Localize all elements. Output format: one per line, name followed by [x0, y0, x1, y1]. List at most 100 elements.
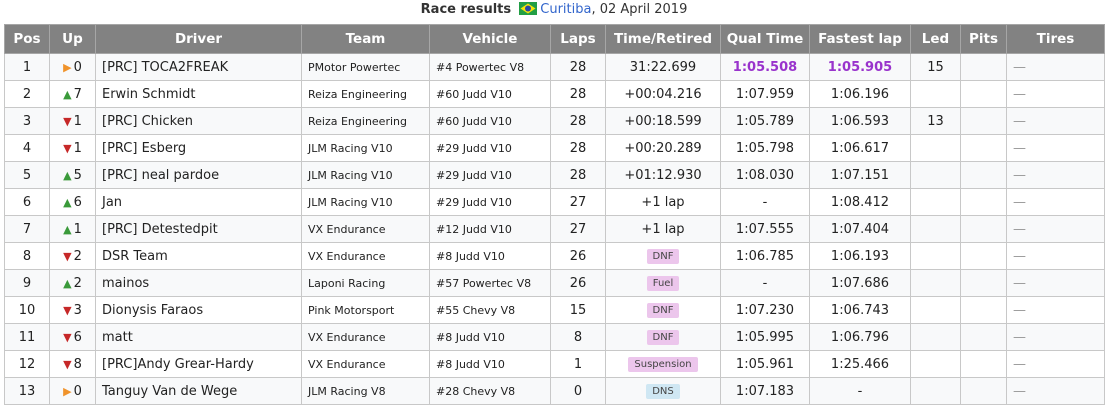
- table-row: 7 ▲ 1 [PRC] Detestedpit VX Endurance #12 Judd…: [4, 215, 1105, 243]
- team-cell: Pink Motorsport: [301, 296, 430, 324]
- tires: —: [1013, 194, 1026, 210]
- results-body: 1 ▶ 0 [PRC] TOCA2FREAK PMotor Powertec #4 Pow…: [4, 53, 1105, 405]
- table-row: 5 ▲ 5 [PRC] neal pardoe JLM Racing V10 #29 Ju…: [4, 161, 1105, 189]
- laps: 28: [569, 86, 587, 102]
- arrow-up-icon: ▲: [63, 87, 72, 101]
- driver-cell: [PRC]Andy Grear-Hardy: [95, 350, 302, 378]
- fastest-lap: 1:25.466: [830, 356, 890, 372]
- pits-cell: [960, 53, 1007, 81]
- driver-name: [PRC]Andy Grear-Hardy: [102, 356, 254, 372]
- qual-cell: 1:07.555: [720, 215, 810, 243]
- positions-gained: 6: [73, 329, 82, 345]
- laps-cell: 1: [550, 350, 606, 378]
- fastest-cell: 1:07.151: [809, 161, 911, 189]
- race-time: 31:22.699: [629, 59, 697, 75]
- tires-cell: —: [1006, 53, 1105, 81]
- driver-cell: Tanguy Van de Wege: [95, 377, 302, 405]
- qual-time: 1:05.995: [735, 329, 795, 345]
- tires: —: [1013, 167, 1026, 183]
- position: 7: [22, 221, 32, 237]
- laps: 27: [569, 221, 587, 237]
- fastest-cell: 1:06.196: [809, 80, 911, 108]
- tires-cell: —: [1006, 323, 1105, 351]
- led-cell: [910, 215, 961, 243]
- vehicle-cell: #8 Judd V10: [429, 242, 551, 270]
- status-badge: DNS: [646, 384, 680, 399]
- team-cell: PMotor Powertec: [301, 53, 430, 81]
- status-badge: DNF: [646, 330, 680, 345]
- fastest-lap: 1:06.743: [830, 302, 890, 318]
- table-row: 10 ▼ 3 Dionysis Faraos Pink Motorsport #55 Ch…: [4, 296, 1105, 324]
- qual-cell: -: [720, 269, 810, 297]
- race-date: , 02 April 2019: [591, 2, 688, 17]
- team-name: VX Endurance: [308, 357, 386, 371]
- vehicle-name: #29 Judd V10: [436, 195, 512, 209]
- fastest-cell: 1:08.412: [809, 188, 911, 216]
- qual-time: 1:06.785: [735, 248, 795, 264]
- vehicle-cell: #29 Judd V10: [429, 188, 551, 216]
- vehicle-name: #60 Judd V10: [436, 114, 512, 128]
- driver-cell: mainos: [95, 269, 302, 297]
- fastest-lap: 1:06.593: [830, 113, 890, 129]
- driver-name: DSR Team: [102, 248, 168, 264]
- arrow-up-icon: ▲: [63, 276, 72, 290]
- led-cell: 13: [910, 107, 961, 135]
- pos-cell: 10: [4, 296, 50, 324]
- header-row: Pos Up Driver Team Vehicle Laps Time/Retired Qu…: [4, 24, 1105, 54]
- tires-cell: —: [1006, 161, 1105, 189]
- driver-cell: Erwin Schmidt: [95, 80, 302, 108]
- position: 3: [22, 113, 32, 129]
- tires: —: [1013, 140, 1026, 156]
- fastest-cell: 1:25.466: [809, 350, 911, 378]
- time-cell: +1 lap: [605, 215, 721, 243]
- pos-cell: 7: [4, 215, 50, 243]
- up-cell: ▶ 0: [49, 53, 96, 81]
- pits-cell: [960, 161, 1007, 189]
- pits-cell: [960, 296, 1007, 324]
- positions-gained: 2: [73, 248, 82, 264]
- laps: 8: [573, 329, 583, 345]
- pits-cell: [960, 188, 1007, 216]
- race-time: +00:04.216: [624, 86, 702, 102]
- laps-cell: 28: [550, 161, 606, 189]
- team-cell: VX Endurance: [301, 242, 430, 270]
- time-cell: +01:12.930: [605, 161, 721, 189]
- position: 13: [18, 383, 36, 399]
- driver-cell: DSR Team: [95, 242, 302, 270]
- driver-name: [PRC] neal pardoe: [102, 167, 220, 183]
- race-time: +1 lap: [641, 221, 685, 237]
- qual-time: -: [762, 275, 768, 291]
- column-header-pos: Pos: [4, 24, 50, 54]
- fastest-lap: 1:06.796: [830, 329, 890, 345]
- team-cell: Reiza Engineering: [301, 107, 430, 135]
- vehicle-name: #12 Judd V10: [436, 222, 512, 236]
- vehicle-cell: #55 Chevy V8: [429, 296, 551, 324]
- pos-cell: 11: [4, 323, 50, 351]
- led-cell: [910, 188, 961, 216]
- driver-cell: [PRC] neal pardoe: [95, 161, 302, 189]
- driver-name: Jan: [102, 194, 123, 210]
- laps-cell: 27: [550, 188, 606, 216]
- arrow-down-icon: ▼: [63, 330, 72, 344]
- fastest-lap: 1:07.686: [830, 275, 890, 291]
- team-cell: Laponi Racing: [301, 269, 430, 297]
- up-cell: ▼ 2: [49, 242, 96, 270]
- up-cell: ▲ 6: [49, 188, 96, 216]
- led-cell: 15: [910, 53, 961, 81]
- vehicle-cell: #57 Powertec V8: [429, 269, 551, 297]
- qual-cell: 1:07.183: [720, 377, 810, 405]
- table-row: 4 ▼ 1 [PRC] Esberg JLM Racing V10 #29 Judd V1…: [4, 134, 1105, 162]
- up-cell: ▼ 6: [49, 323, 96, 351]
- track-link[interactable]: Curitiba: [540, 2, 592, 17]
- driver-cell: [PRC] TOCA2FREAK: [95, 53, 302, 81]
- vehicle-cell: #8 Judd V10: [429, 350, 551, 378]
- position: 10: [18, 302, 36, 318]
- qual-time: 1:07.959: [735, 86, 795, 102]
- time-cell: +00:20.289: [605, 134, 721, 162]
- led-cell: [910, 80, 961, 108]
- positions-gained: 1: [73, 113, 82, 129]
- qual-cell: 1:05.995: [720, 323, 810, 351]
- laps: 26: [569, 275, 587, 291]
- tires-cell: —: [1006, 242, 1105, 270]
- positions-gained: 0: [73, 59, 82, 75]
